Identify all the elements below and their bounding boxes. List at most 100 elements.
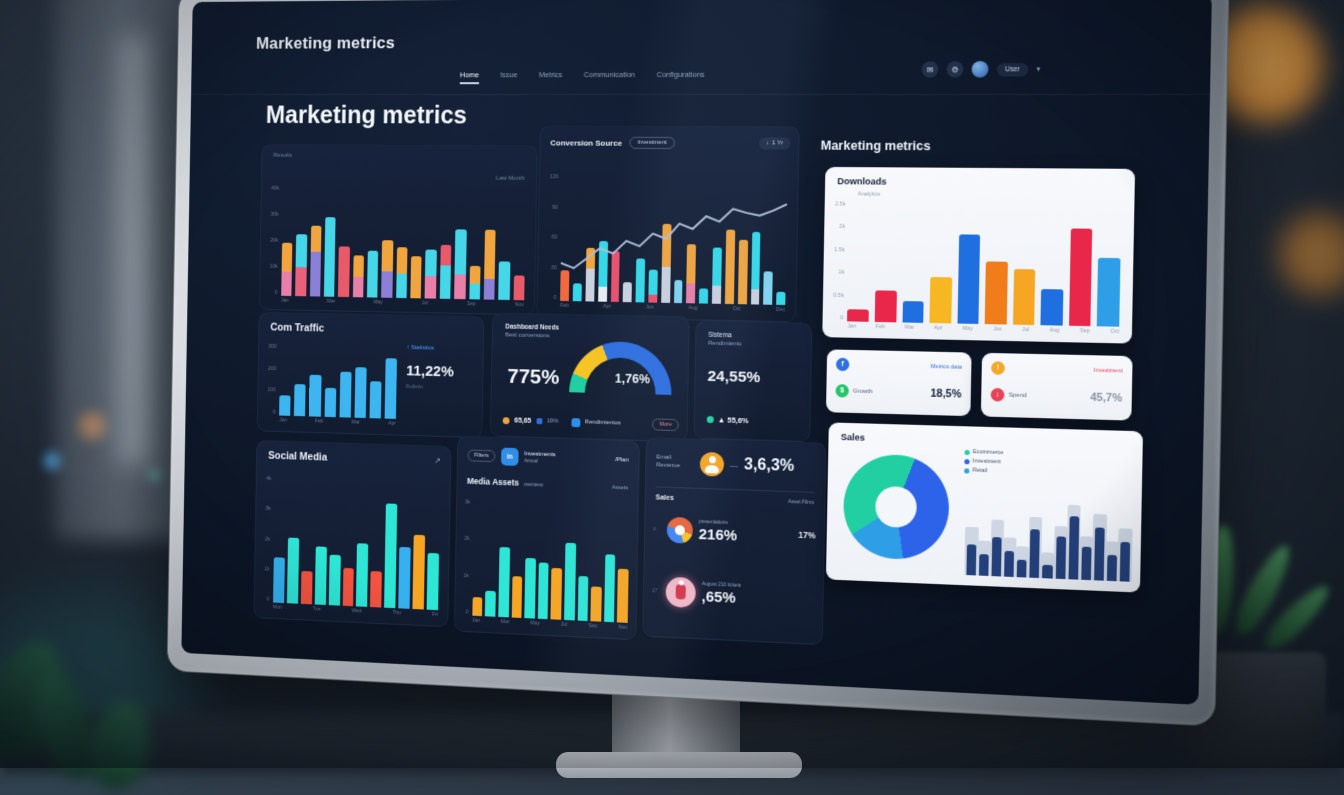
page-title: Marketing metrics xyxy=(265,101,468,130)
bar-segment xyxy=(324,388,336,418)
bar-segment xyxy=(454,274,466,300)
downloads-title: Downloads xyxy=(837,176,887,187)
filters-button[interactable]: Filters xyxy=(467,449,496,463)
y-tick-label: 100 xyxy=(267,387,277,394)
growth-label: Growth xyxy=(852,388,873,395)
nav-item-home[interactable]: Home xyxy=(459,70,480,85)
bar-segment xyxy=(281,243,293,272)
gear-icon[interactable]: ⚙ xyxy=(946,61,964,78)
spend-card: ! Investment ↓ Spend 45,7% xyxy=(980,352,1133,421)
main-nav: Home Issue Metrics Communication Configu… xyxy=(459,69,705,85)
bar-segment xyxy=(1093,527,1105,581)
traffic-statistics-link[interactable]: ↑ Statistics xyxy=(406,344,434,352)
nav-item-issue[interactable]: Issue xyxy=(500,70,518,80)
revenue-value: 3,6,3% xyxy=(743,456,795,475)
range-label: 1 Yr xyxy=(772,140,784,147)
y-tick-label: 30k xyxy=(270,211,279,218)
bar-segment xyxy=(1097,257,1121,327)
bar xyxy=(354,346,367,419)
investment-link[interactable]: Investment xyxy=(1093,367,1123,375)
bar xyxy=(370,480,383,608)
system-value: 24,55% xyxy=(707,367,761,387)
facebook-icon: f xyxy=(835,357,850,372)
assets-link[interactable]: Assets xyxy=(611,484,629,492)
sales-title: Sales xyxy=(840,431,866,443)
bar-segment xyxy=(1080,546,1092,581)
y-tick-label: 2k xyxy=(264,536,271,543)
bar-segment xyxy=(272,557,285,604)
brand-logo: Marketing metrics xyxy=(255,33,396,53)
x-tick-label: Thu xyxy=(392,610,402,617)
bar xyxy=(498,501,510,618)
bar-segment xyxy=(410,255,422,299)
bar-segment xyxy=(1029,529,1041,579)
chart-plot-area xyxy=(272,476,440,611)
bar-segment xyxy=(425,276,437,299)
downloads-legend: Analytics xyxy=(857,191,881,198)
traffic-note: Bulletin xyxy=(405,384,424,391)
bar xyxy=(324,345,337,418)
legend-dot xyxy=(964,467,970,474)
bar-segment xyxy=(398,547,411,609)
monitor-base xyxy=(556,752,802,778)
performance-legend: 65,65 19% Rendimientos More xyxy=(502,414,679,432)
sales-section-link[interactable]: Asset Films xyxy=(787,499,815,507)
bar-segment xyxy=(295,267,307,297)
date-range-button[interactable]: ↓ 1 Yr xyxy=(758,137,791,150)
bar xyxy=(1015,490,1029,578)
bar-segment xyxy=(309,374,322,417)
bar xyxy=(1040,490,1055,579)
media-assets-panel: Filters in Investments Annual /Plan Medi… xyxy=(453,435,640,641)
app-icon[interactable]: in xyxy=(500,447,519,466)
metrics-data-link[interactable]: Metrics data xyxy=(930,363,962,371)
bar-segment xyxy=(412,534,426,610)
bar-segment xyxy=(370,571,383,608)
x-tick-label: Fri xyxy=(432,611,439,618)
nav-item-communication[interactable]: Communication xyxy=(583,70,635,80)
row-tick: 17 xyxy=(651,588,658,595)
x-tick-label: Jan xyxy=(280,297,289,304)
legend-item: Ecommerce xyxy=(964,449,1004,456)
x-tick-label: May xyxy=(373,299,383,306)
bar xyxy=(395,187,409,299)
trend-line xyxy=(560,174,787,305)
x-tick-label: Apr xyxy=(934,325,943,332)
chevron-down-icon[interactable]: ▾ xyxy=(1036,66,1041,74)
bar-series xyxy=(272,476,440,611)
bar xyxy=(286,477,300,604)
bar xyxy=(352,186,366,298)
bar-segment xyxy=(979,553,989,576)
mail-icon[interactable]: ✉ xyxy=(921,61,939,78)
legend-item: Retail xyxy=(964,467,1003,474)
bar xyxy=(617,505,630,623)
y-tick-label: 30 xyxy=(550,264,558,271)
performance-title: Dashboard Needs xyxy=(505,323,559,332)
bar xyxy=(356,479,369,607)
y-tick-label: 1k xyxy=(264,566,270,573)
bar xyxy=(1053,491,1068,580)
nav-item-configurations[interactable]: Configurations xyxy=(656,69,705,79)
background-shelf xyxy=(118,35,150,465)
nav-item-metrics[interactable]: Metrics xyxy=(538,70,563,80)
bar-segment xyxy=(384,358,398,419)
x-axis-labels: Jan Feb Mar Apr xyxy=(279,417,396,426)
bar-segment xyxy=(426,553,440,611)
y-tick-label: 120 xyxy=(549,174,559,181)
bar-series xyxy=(472,500,630,623)
y-tick-label: 3k xyxy=(265,506,271,512)
y-tick-label: 0 xyxy=(274,289,278,296)
avatar[interactable] xyxy=(971,61,989,78)
expand-icon[interactable]: ↗ xyxy=(434,456,441,466)
metric-label: Rendimientos xyxy=(584,419,621,427)
bar-segment xyxy=(366,250,379,298)
more-button[interactable]: More xyxy=(652,418,679,432)
bar-segment xyxy=(342,567,355,607)
person-icon xyxy=(699,451,725,477)
bar-segment xyxy=(564,542,576,621)
investment-filter-button[interactable]: Investment xyxy=(629,136,675,149)
user-menu[interactable]: User xyxy=(996,62,1029,76)
x-tick-label: Jul xyxy=(1022,326,1030,334)
y-tick-label: 200 xyxy=(267,365,277,372)
x-tick-label: Oct xyxy=(1110,328,1120,336)
bar-segment xyxy=(295,234,307,268)
